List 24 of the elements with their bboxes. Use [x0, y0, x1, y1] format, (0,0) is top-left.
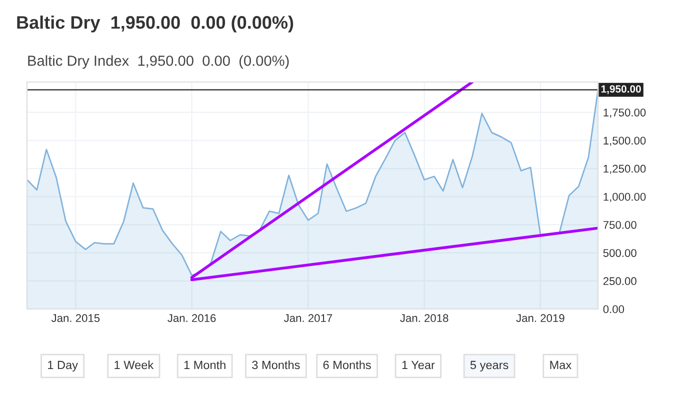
x-tick-label: Jan. 2018 [400, 314, 448, 322]
x-tick-label: Jan. 2017 [284, 314, 332, 322]
text: 6 Months [323, 360, 371, 370]
text: 1 Week [114, 360, 154, 370]
ref-line-label: 1,950.00 [601, 85, 641, 94]
text: 3 Months [252, 360, 300, 370]
y-tick-label: 1,750.00 [604, 108, 646, 118]
text: Max [550, 360, 572, 370]
y-tick-label: 250.00 [603, 277, 636, 286]
y-tick-label: 500.00 [603, 249, 636, 257]
y-tick-label: 0.00 [603, 305, 624, 314]
x-tick-label: Jan. 2019 [516, 314, 564, 322]
y-tick-label: 1,500.00 [604, 136, 646, 146]
text: 1 Month [184, 360, 226, 370]
chart-subtitle: Baltic Dry Index 1,950.00 0.00 (0.00%) [28, 55, 289, 69]
y-tick-label: 750.00 [603, 220, 636, 229]
x-tick-label: Jan. 2016 [168, 314, 216, 322]
y-tick-label: 1,250.00 [604, 164, 646, 174]
y-tick-label: 1,000.00 [604, 192, 646, 202]
text: 1 Year [402, 360, 435, 370]
x-tick-label: Jan. 2015 [51, 314, 100, 322]
text: 5 years [470, 360, 508, 372]
text: 1 Day [48, 360, 78, 372]
chart-title: Baltic Dry 1,950.00 0.00 (0.00%) [17, 16, 294, 32]
